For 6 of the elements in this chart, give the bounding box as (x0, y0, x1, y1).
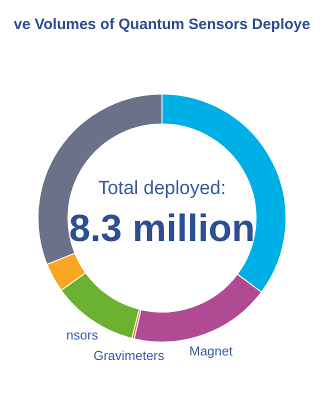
slice-label: Magnet (189, 343, 233, 358)
chart-title: ve Volumes of Quantum Sensors Deploye (14, 16, 310, 33)
text: 8.3 million (69, 208, 255, 250)
slice-label: Gravimeters (93, 348, 165, 364)
text: Total deployed: (98, 178, 226, 199)
slice-label: nsors (66, 327, 99, 342)
